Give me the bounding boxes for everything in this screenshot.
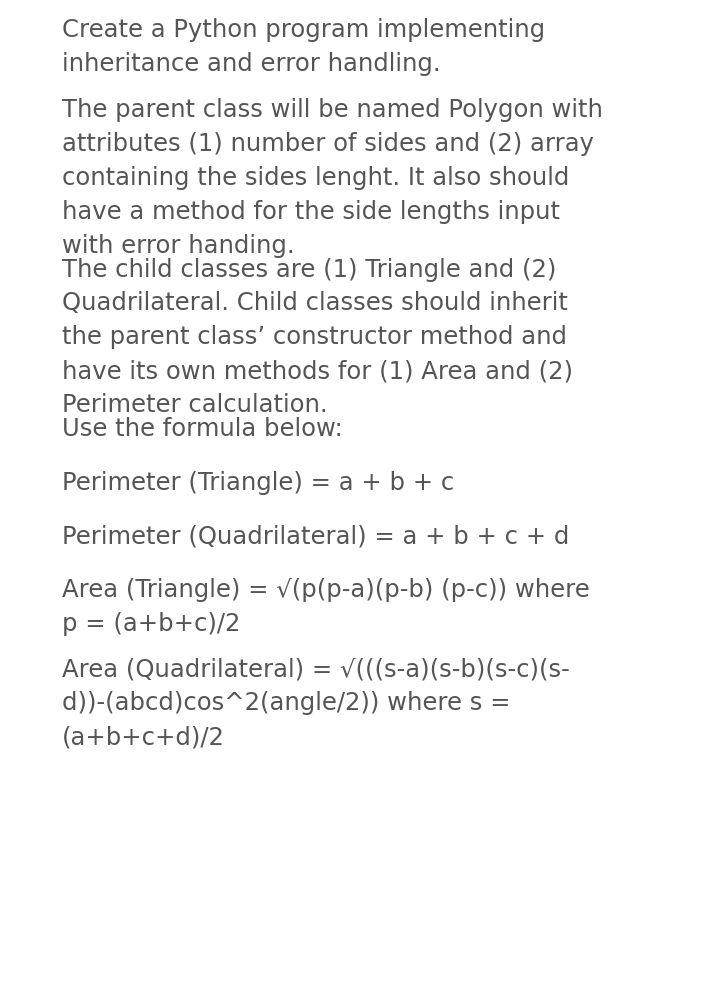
Text: The parent class will be named Polygon with
attributes (1) number of sides and (: The parent class will be named Polygon w… (62, 98, 603, 258)
Text: Create a Python program implementing
inheritance and error handling.: Create a Python program implementing inh… (62, 18, 545, 75)
Text: Area (Quadrilateral) = √(((s-a)(s-b)(s-c)(s-
d))-(abcd)cos^2(angle/2)) where s =: Area (Quadrilateral) = √(((s-a)(s-b)(s-c… (62, 658, 569, 749)
Text: Area (Triangle) = √(p(p-a)(p-b) (p-c)) where
p = (a+b+c)/2: Area (Triangle) = √(p(p-a)(p-b) (p-c)) w… (62, 577, 590, 636)
Text: Perimeter (Quadrilateral) = a + b + c + d: Perimeter (Quadrilateral) = a + b + c + … (62, 524, 569, 548)
Text: Perimeter (Triangle) = a + b + c: Perimeter (Triangle) = a + b + c (62, 471, 454, 495)
Text: Use the formula below:: Use the formula below: (62, 417, 343, 441)
Text: The child classes are (1) Triangle and (2)
Quadrilateral. Child classes should i: The child classes are (1) Triangle and (… (62, 258, 573, 417)
